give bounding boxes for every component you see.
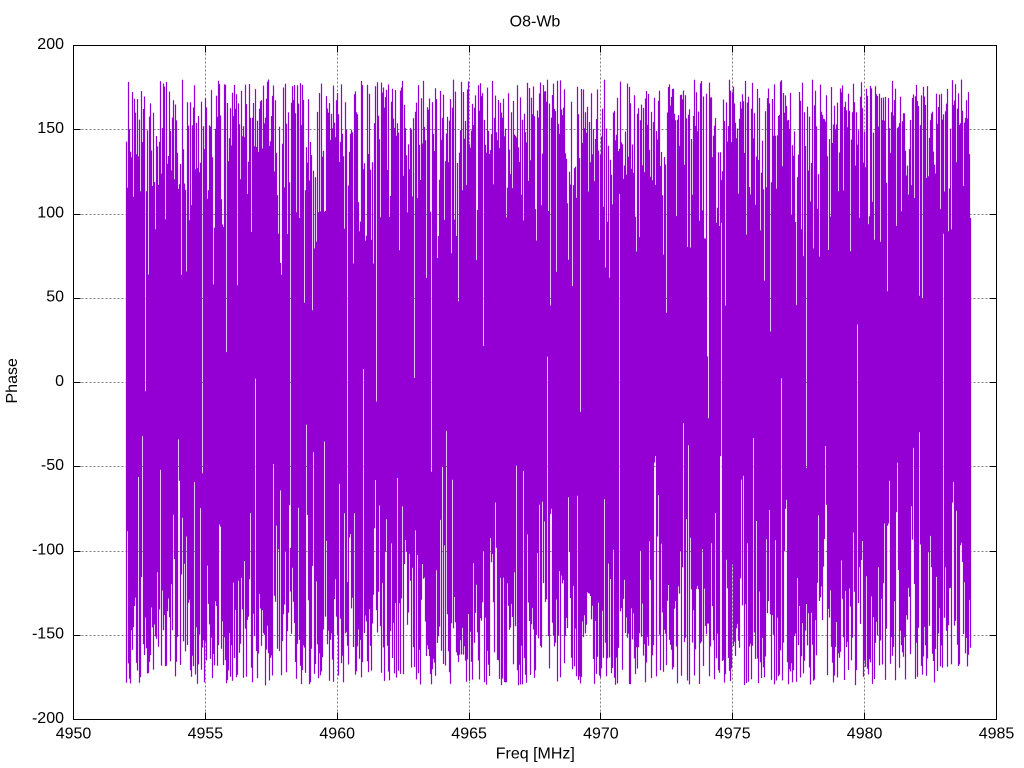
svg-text:-150: -150	[32, 626, 64, 643]
svg-text:100: 100	[37, 204, 64, 221]
svg-text:4950: 4950	[56, 725, 92, 742]
svg-text:200: 200	[37, 36, 64, 53]
svg-text:4955: 4955	[188, 725, 224, 742]
svg-text:4980: 4980	[847, 725, 883, 742]
svg-text:4985: 4985	[979, 725, 1015, 742]
svg-text:O8-Wb: O8-Wb	[510, 13, 561, 30]
svg-text:-100: -100	[32, 541, 64, 558]
svg-text:-50: -50	[41, 457, 64, 474]
svg-text:4965: 4965	[451, 725, 487, 742]
svg-text:50: 50	[46, 289, 64, 306]
svg-text:4960: 4960	[319, 725, 355, 742]
svg-text:0: 0	[55, 373, 64, 390]
svg-text:150: 150	[37, 120, 64, 137]
svg-text:-200: -200	[32, 710, 64, 727]
svg-text:Phase: Phase	[4, 358, 21, 403]
svg-text:Freq [MHz]: Freq [MHz]	[496, 745, 575, 762]
svg-text:4970: 4970	[583, 725, 619, 742]
svg-text:4975: 4975	[715, 725, 751, 742]
